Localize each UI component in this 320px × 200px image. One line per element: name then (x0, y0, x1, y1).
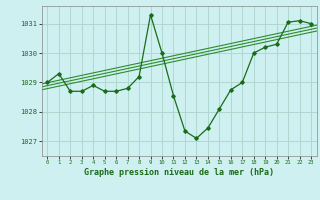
X-axis label: Graphe pression niveau de la mer (hPa): Graphe pression niveau de la mer (hPa) (84, 168, 274, 177)
